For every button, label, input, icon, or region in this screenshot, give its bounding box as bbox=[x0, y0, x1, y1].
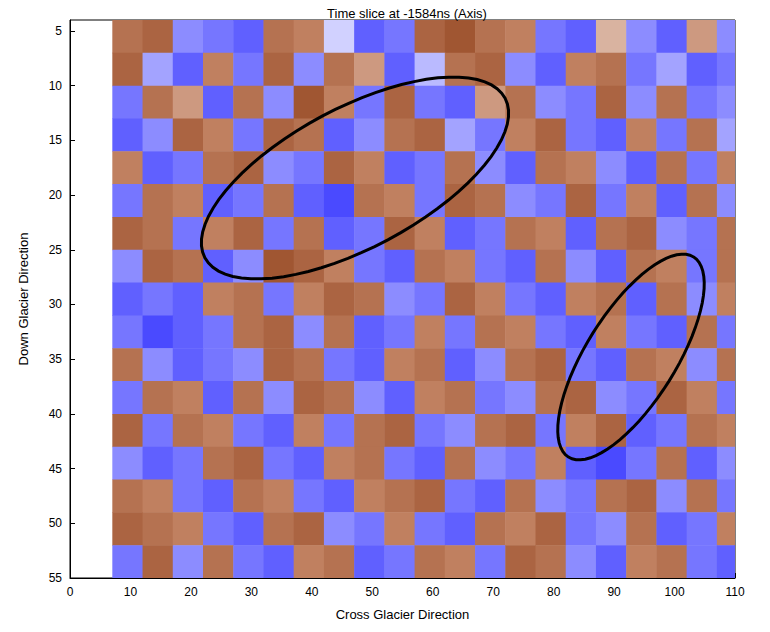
svg-text:100: 100 bbox=[665, 585, 685, 599]
svg-text:110: 110 bbox=[725, 585, 744, 599]
svg-text:50: 50 bbox=[49, 516, 63, 530]
svg-text:55: 55 bbox=[49, 571, 63, 585]
svg-text:60: 60 bbox=[426, 585, 440, 599]
svg-text:35: 35 bbox=[49, 352, 63, 366]
svg-text:10: 10 bbox=[49, 79, 63, 93]
svg-text:5: 5 bbox=[55, 24, 62, 38]
svg-text:30: 30 bbox=[245, 585, 259, 599]
svg-text:30: 30 bbox=[49, 297, 63, 311]
svg-text:20: 20 bbox=[184, 585, 198, 599]
svg-text:Cross Glacier Direction: Cross Glacier Direction bbox=[336, 607, 470, 622]
svg-text:15: 15 bbox=[49, 133, 63, 147]
svg-text:0: 0 bbox=[67, 585, 74, 599]
svg-text:25: 25 bbox=[49, 243, 63, 257]
svg-text:50: 50 bbox=[366, 585, 380, 599]
svg-text:Time slice at -1584ns (Axis): Time slice at -1584ns (Axis) bbox=[327, 6, 487, 21]
svg-text:45: 45 bbox=[49, 462, 63, 476]
svg-text:10: 10 bbox=[124, 585, 138, 599]
svg-text:80: 80 bbox=[547, 585, 561, 599]
svg-text:20: 20 bbox=[49, 188, 63, 202]
svg-text:Down Glacier Direction: Down Glacier Direction bbox=[16, 233, 31, 366]
svg-text:90: 90 bbox=[607, 585, 621, 599]
svg-text:40: 40 bbox=[305, 585, 319, 599]
svg-text:40: 40 bbox=[49, 407, 63, 421]
svg-text:70: 70 bbox=[487, 585, 501, 599]
